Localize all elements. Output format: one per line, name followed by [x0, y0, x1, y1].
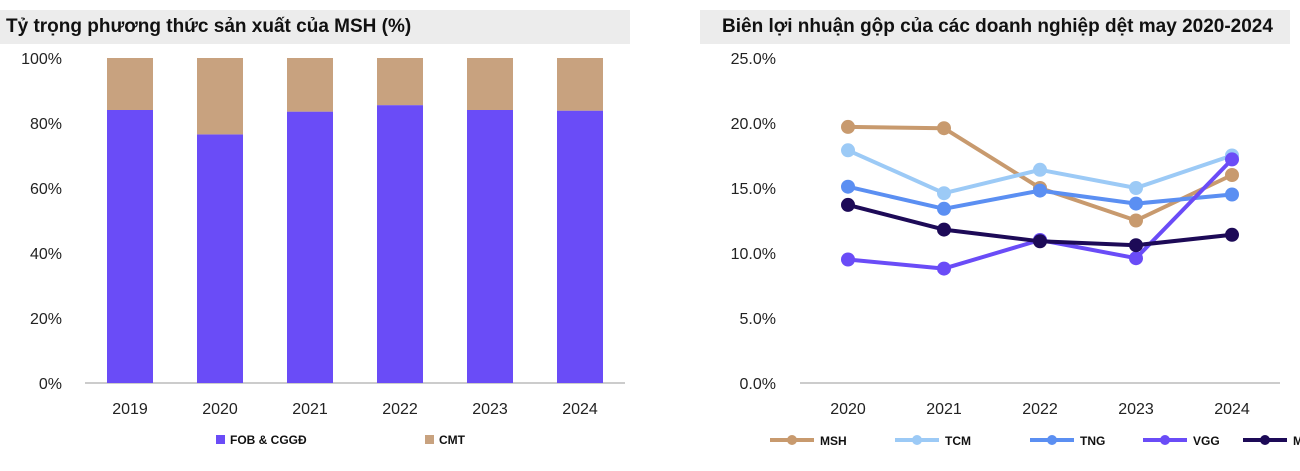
data-point-tng [1225, 187, 1239, 202]
bar-segment-fob-cggd [287, 111, 333, 383]
data-point-vgg [1129, 251, 1143, 266]
x-tick-label: 2020 [830, 401, 866, 418]
legend-label: MSH [820, 434, 847, 448]
legend-marker [787, 435, 797, 445]
x-tick-label: 2024 [562, 401, 598, 418]
line-chart-title: Biên lợi nhuận gộp của các doanh nghiệp … [700, 10, 1290, 44]
bar-segment-fob-cggd [107, 110, 153, 383]
data-point-msh [1129, 213, 1143, 228]
data-point-msh [841, 119, 855, 134]
bar-segment-cmt [377, 58, 423, 106]
stacked-bar-chart-panel: Tỷ trọng phương thức sản xuất của MSH (%… [0, 0, 640, 471]
data-point-vgg [1225, 152, 1239, 167]
data-point-msh [937, 121, 951, 136]
y-tick-label: 20% [30, 311, 62, 328]
y-tick-label: 0% [39, 376, 62, 393]
y-tick-label: 40% [30, 246, 62, 263]
legend-marker [1047, 435, 1057, 445]
y-tick-label: 80% [30, 116, 62, 133]
legend-label: TNG [1080, 434, 1105, 448]
data-point-tcm [1129, 181, 1143, 195]
data-point-m10 [841, 197, 855, 212]
x-tick-label: 2020 [202, 401, 238, 418]
bar-segment-cmt [197, 58, 243, 135]
data-point-m10 [1033, 234, 1047, 249]
data-point-tcm [937, 186, 951, 201]
data-point-vgg [937, 261, 951, 276]
data-point-vgg [841, 252, 855, 267]
data-point-tng [841, 179, 855, 194]
line-chart-panel: Biên lợi nhuận gộp của các doanh nghiệp … [700, 0, 1300, 471]
x-tick-label: 2022 [1022, 401, 1058, 418]
x-tick-label: 2022 [382, 401, 418, 418]
y-tick-label: 5.0% [740, 311, 776, 328]
legend-label: VGG [1193, 434, 1220, 448]
legend-label: CMT [439, 433, 466, 447]
data-point-tcm [1033, 162, 1047, 177]
bar-segment-fob-cggd [377, 105, 423, 383]
x-tick-label: 2024 [1214, 401, 1250, 418]
y-tick-label: 0.0% [740, 376, 776, 393]
y-tick-label: 100% [21, 51, 62, 68]
legend-marker [1160, 435, 1170, 445]
data-point-msh [1225, 168, 1239, 182]
bar-chart-title: Tỷ trọng phương thức sản xuất của MSH (%… [0, 10, 630, 44]
x-tick-label: 2023 [472, 401, 508, 418]
data-point-m10 [1129, 238, 1143, 253]
y-tick-label: 10.0% [731, 246, 776, 263]
data-point-m10 [937, 222, 951, 237]
legend-swatch [216, 435, 225, 444]
data-point-tng [1129, 196, 1143, 211]
bar-segment-cmt [287, 58, 333, 112]
x-tick-label: 2023 [1118, 401, 1154, 418]
legend-label: TCM [945, 434, 971, 448]
bar-segment-cmt [107, 58, 153, 110]
y-tick-label: 25.0% [731, 51, 776, 68]
legend-marker [912, 435, 922, 445]
x-tick-label: 2019 [112, 401, 148, 418]
legend-label: M10 [1293, 434, 1300, 448]
data-point-tcm [841, 143, 855, 158]
bar-segment-fob-cggd [197, 134, 243, 383]
data-point-tng [1033, 183, 1047, 198]
x-tick-label: 2021 [926, 401, 962, 418]
data-point-m10 [1225, 227, 1239, 242]
bar-segment-cmt [557, 58, 603, 111]
y-tick-label: 60% [30, 181, 62, 198]
bar-segment-cmt [467, 58, 513, 110]
legend-label: FOB & CGGĐ [230, 433, 307, 447]
legend-swatch [425, 435, 434, 444]
y-tick-label: 20.0% [731, 116, 776, 133]
bar-chart-plot: 0% 20% 40% 60% 80% 100% 2019 2020 2021 2022 2023 20… [21, 51, 625, 447]
line-chart-plot: 0.0% 5.0% 10.0% 15.0% 20.0% 25.0% 2020 2021 2022… [731, 51, 1300, 448]
bar-segment-fob-cggd [467, 110, 513, 383]
y-tick-label: 15.0% [731, 181, 776, 198]
data-point-tng [937, 201, 951, 216]
bar-segment-fob-cggd [557, 110, 603, 384]
legend-marker [1260, 435, 1270, 445]
x-tick-label: 2021 [292, 401, 328, 418]
